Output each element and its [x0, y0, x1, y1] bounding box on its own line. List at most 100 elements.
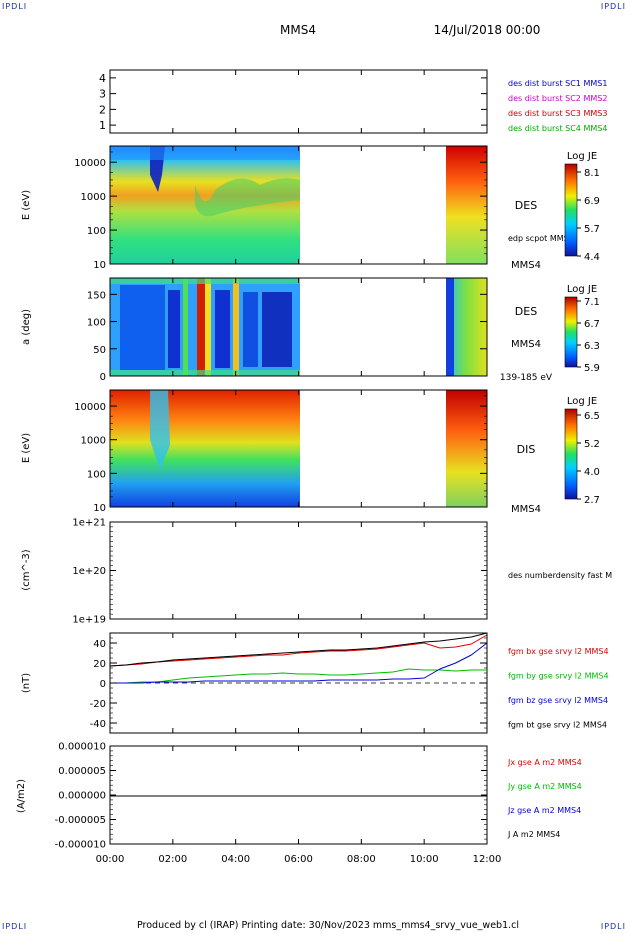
x-tick-label: 04:00: [221, 854, 250, 865]
des-energy-ytick-label: 10: [93, 260, 106, 271]
dis-energy-colorbar-label: 6.5: [584, 411, 600, 422]
density-ytick-label: 1e+21: [72, 518, 106, 529]
des-energy-spectrogram: [110, 146, 487, 264]
header-date: 14/Jul/2018 00:00: [434, 23, 541, 37]
fgm-series-line: [109, 634, 488, 667]
panel-dis-energy: 10000 1000 100 10 E (eV) DIS MMS4 Log JE 6.…: [21, 389, 600, 515]
dis-energy-colorbar-label: 5.2: [584, 439, 600, 450]
des-energy-late: [446, 146, 487, 264]
current-ytick-label: 0.000005: [58, 766, 106, 777]
dis-energy-ytick-label: 100: [87, 469, 106, 480]
fgm-series-line: [109, 632, 488, 667]
panel-dis-energy-y-ticks: 10000 1000 100 10: [74, 395, 487, 514]
panel-current-legend: Jx gse A m2 MMS4 Jy gse A m2 MMS4 Jz gse A…: [507, 758, 582, 839]
des-pitch-spectrogram: [110, 278, 487, 376]
burst-ytick-label: 3: [99, 88, 106, 101]
dis-energy-ytick-label: 10000: [74, 402, 106, 413]
current-legend-entry: Jx gse A m2 MMS4: [507, 758, 582, 767]
des-pitch-label: DES: [515, 305, 537, 318]
dis-energy-ytick-label: 1000: [81, 436, 106, 447]
dis-energy-label: DIS: [517, 443, 536, 456]
des-pitch-band-8: [243, 292, 258, 367]
current-legend-entry: Jy gse A m2 MMS4: [507, 782, 582, 791]
panel-burst-legend: des dist burst SC1 MMS1 des dist burst SC…: [508, 79, 607, 133]
dis-energy-spectrogram: [110, 390, 487, 507]
panel-density-legend: des numberdensity fast M: [508, 571, 612, 580]
dis-energy-late: [446, 390, 487, 507]
density-ylabel: (cm^-3): [21, 549, 32, 590]
corner-label-bottom-left: IPDLI: [2, 922, 28, 931]
corner-label-bottom-right: IPDLI: [600, 922, 626, 931]
density-legend-entry: des numberdensity fast M: [508, 571, 612, 580]
current-ytick-label: -0.000010: [55, 840, 106, 851]
dis-energy-ytick-label: 10: [93, 503, 106, 514]
des-energy-colorbar-label: 5.7: [584, 224, 600, 235]
burst-ytick-label: 4: [99, 72, 106, 85]
x-tick-label: 08:00: [347, 854, 376, 865]
des-energy-feature: [195, 178, 300, 217]
fgm-legend-entry: fgm by gse srvy l2 MMS4: [508, 672, 609, 681]
dis-energy-colorbar-bar: [564, 408, 578, 500]
panel-fgm-legend: fgm bx gse srvy l2 MMS4 fgm by gse srvy l…: [508, 647, 609, 730]
dis-energy-colorbar-label: 4.0: [584, 467, 600, 478]
des-pitch-ytick-label: 0: [100, 372, 106, 383]
des-pitch-energy-range: 139-185 eV: [500, 373, 553, 383]
dis-energy-colorbar: Log JE 6.5 5.2 4.0 2.7: [564, 396, 600, 506]
fgm-series-lines: [109, 632, 488, 684]
des-pitch-band-7: [233, 278, 239, 376]
des-energy-colorbar-bar: [564, 163, 578, 257]
x-tick-label: 06:00: [284, 854, 313, 865]
panel-des-pitch: 150 100 50 0 a (deg) DES MMS4 139-185 eV Lo…: [21, 277, 600, 383]
des-pitch-bottom-edge: [110, 370, 300, 376]
header-spacecraft: MMS4: [280, 23, 316, 37]
des-pitch-colorbar-ticks: 7.1 6.7 6.3 5.9: [577, 297, 600, 374]
panel-des-energy: 10000 1000 100 10 E (eV) DES edp scpot MMS4…: [21, 145, 600, 271]
des-pitch-band-3: [197, 278, 205, 376]
burst-legend-entry: des dist burst SC2 MMS2: [508, 94, 607, 103]
fgm-legend-entry: fgm bz gse srvy l2 MMS4: [508, 696, 608, 705]
dis-energy-colorbar-label: 2.7: [584, 495, 600, 506]
density-ytick-label: 1e+19: [72, 615, 106, 626]
corner-label-top-right: IPDLI: [600, 2, 626, 11]
density-ytick-label: 1e+20: [72, 566, 106, 577]
des-pitch-colorbar-label: 6.7: [584, 319, 600, 330]
panel-current: 0.000010 0.000005 0.000000 -0.000005 -0.0000…: [16, 742, 582, 851]
dis-energy-dropout: [150, 390, 170, 470]
des-pitch-label2: MMS4: [511, 339, 541, 350]
des-energy-ytick-label: 1000: [81, 192, 106, 203]
dis-energy-colorbar-ticks: 6.5 5.2 4.0 2.7: [577, 411, 600, 506]
fgm-ytick-label: 40: [93, 639, 106, 650]
des-energy-top-band: [110, 146, 300, 160]
fgm-ytick-label: 20: [93, 659, 106, 670]
fgm-ylabel: (nT): [21, 673, 32, 693]
current-legend-entry: Jz gse A m2 MMS4: [507, 806, 581, 815]
dis-energy-bottom-label: MMS4: [511, 504, 541, 515]
des-pitch-ytick-label: 50: [93, 345, 106, 356]
x-tick-label: 00:00: [96, 854, 125, 865]
panel-des-energy-y-ticks: 10000 1000 100 10: [74, 151, 487, 271]
des-pitch-colorbar: Log JE 7.1 6.7 6.3 5.9: [564, 284, 600, 374]
panel-current-y-ticks: 0.000010 0.000005 0.000000 -0.000005 -0.0000…: [55, 742, 487, 851]
corner-label-top-left: IPDLI: [2, 2, 28, 11]
des-energy-colorbar: Log JE 8.1 6.9 5.7 4.4: [564, 151, 600, 263]
panel-density-frame: [109, 521, 488, 620]
fgm-legend-entry: fgm bt gse srvy l2 MMS4: [508, 721, 607, 730]
fgm-ytick-label: 0: [100, 679, 106, 690]
burst-ytick-label: 2: [99, 103, 106, 116]
panel-current-frame: [109, 745, 488, 845]
des-pitch-late-edge: [446, 278, 454, 376]
panel-density-y-ticks: 1e+21 1e+20 1e+19: [72, 518, 487, 626]
des-pitch-band-6: [215, 290, 230, 368]
des-energy-colorbar-ticks: 8.1 6.9 5.7 4.4: [577, 168, 600, 263]
des-energy-label: DES: [515, 199, 537, 212]
des-pitch-band-1: [120, 285, 165, 370]
x-tick-label: 10:00: [410, 854, 439, 865]
fgm-legend-entry: fgm bx gse srvy l2 MMS4: [508, 647, 609, 656]
des-energy-bottom-label: MMS4: [511, 260, 541, 271]
panel-fgm-y-ticks: 40 20 0 -20 -40: [90, 632, 487, 734]
des-pitch-colorbar-title: Log JE: [567, 284, 597, 295]
des-pitch-colorbar-bar: [564, 296, 578, 368]
fgm-ytick-label: -20: [90, 699, 106, 710]
panel-des-pitch-y-ticks: 150 100 50 0: [87, 290, 487, 383]
fgm-series-line: [110, 642, 488, 684]
